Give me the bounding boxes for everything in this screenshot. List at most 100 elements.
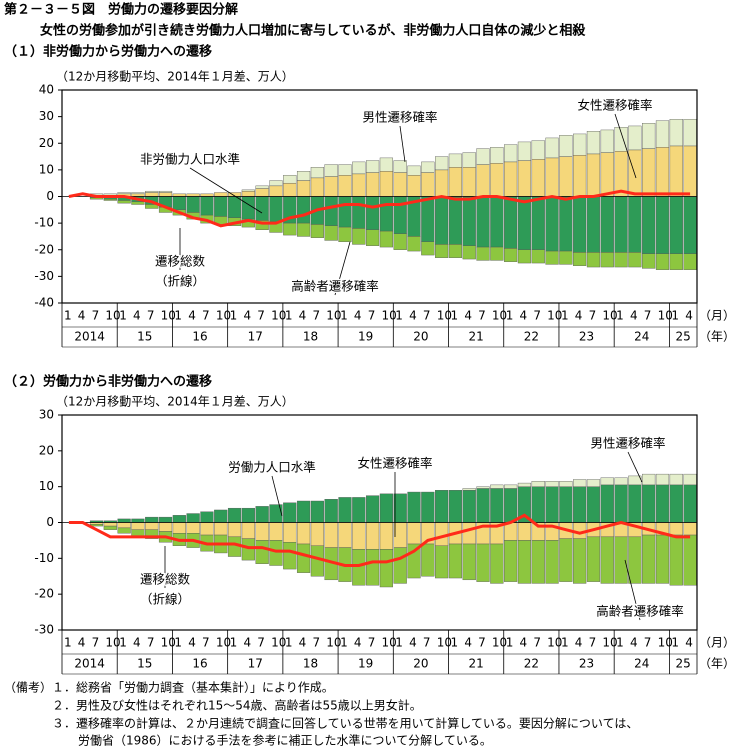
bar-segment [296, 543, 311, 573]
bar-segment [365, 172, 380, 197]
x-tick-label: 1 [174, 309, 182, 323]
bar-segment [490, 543, 504, 584]
bar-segment [683, 145, 697, 197]
notes-label: （備考） [4, 680, 52, 695]
series-annotation: 男性遷移確率 [362, 110, 437, 125]
x-tick-label: 1 [285, 636, 293, 650]
bar-segment [255, 196, 269, 221]
bar-segment [614, 484, 628, 523]
bar-segment [476, 486, 490, 489]
bar-segment [573, 155, 587, 197]
series-annotation: 女性遷移確率 [577, 98, 652, 113]
bar-segment [158, 522, 173, 532]
y-tick-label: 30 [39, 109, 54, 123]
bar-segment [476, 488, 490, 523]
x-tick-label: 1 [119, 636, 127, 650]
bar-segment [255, 522, 269, 541]
bar-segment [573, 486, 587, 523]
bar-segment [227, 196, 242, 218]
bar-segment [283, 542, 297, 570]
bar-segment [600, 484, 614, 523]
bar-segment [255, 220, 269, 230]
bar-segment [545, 157, 559, 197]
y-tick-label: 20 [39, 443, 54, 457]
x-tick-label: 7 [368, 309, 376, 323]
bar-segment [435, 244, 449, 258]
bar-segment [241, 190, 255, 197]
year-label: 21 [468, 330, 483, 344]
series-annotation: 非労働力人口水準 [140, 152, 240, 167]
year-label: 25 [676, 330, 691, 344]
bar-segment [131, 201, 145, 205]
bar-segment [669, 534, 683, 586]
x-unit: （月） [699, 636, 735, 650]
x-tick-label: 4 [133, 309, 141, 323]
bar-segment [200, 196, 214, 216]
x-tick-label: 1 [174, 636, 182, 650]
bar-segment [365, 160, 380, 173]
year-label: 19 [358, 330, 373, 344]
x-tick-label: 1 [616, 309, 624, 323]
series-annotation: 高齢者遷移確率 [291, 279, 379, 294]
x-tick-label: 1 [340, 309, 348, 323]
bar-segment [379, 522, 394, 550]
bar-segment [559, 538, 573, 582]
bar-segment [186, 513, 200, 523]
bar-segment [573, 252, 587, 266]
bar-segment [628, 149, 642, 197]
bar-segment [504, 248, 518, 262]
bar-segment [504, 144, 518, 163]
bar-segment [338, 164, 352, 176]
bar-segment [103, 522, 117, 527]
x-tick-label: 7 [644, 636, 652, 650]
year-label: 2014 [74, 657, 105, 671]
bar-segment [117, 192, 131, 195]
bar-segment [462, 245, 476, 260]
bar-segment [462, 522, 476, 545]
bar-segment [462, 543, 476, 581]
bar-segment [324, 499, 338, 523]
bar-segment [504, 488, 518, 523]
x-tick-label: 7 [257, 309, 265, 323]
y-tick-label: 10 [39, 479, 54, 493]
x-tick-label: 7 [478, 309, 486, 323]
x-tick-label: 7 [644, 309, 652, 323]
bar-segment [448, 196, 463, 245]
x-tick-label: 4 [464, 309, 472, 323]
bar-segment [158, 192, 173, 197]
bar-segment [573, 133, 587, 156]
bar-segment [407, 236, 421, 252]
bar-segment [573, 538, 587, 584]
year-unit: （年） [699, 330, 735, 344]
bar-segment [421, 172, 435, 197]
bar-segment [476, 148, 490, 165]
figure-subtitle: 女性の労働参加が引き続き労働力人口増加に寄与しているが、非労働力人口自体の減少と… [40, 23, 586, 39]
bar-segment [559, 250, 573, 265]
bar-segment [338, 174, 352, 197]
bar-segment [642, 253, 656, 269]
x-tick-label: 4 [243, 309, 251, 323]
panel-title: （１）非労働力から労働力への遷移 [4, 44, 212, 60]
bar-segment [448, 543, 463, 579]
series-annotation-note: （折線） [140, 592, 190, 607]
bar-segment [269, 540, 283, 566]
series-annotation: 遷移総数 [140, 572, 191, 587]
bar-segment [669, 145, 683, 197]
year-label: 19 [358, 657, 373, 671]
bar-segment [559, 196, 573, 252]
bar-segment [145, 190, 159, 193]
x-tick-label: 1 [451, 636, 459, 650]
bar-segment [545, 486, 559, 523]
bar-segment [352, 196, 366, 229]
year-unit: （年） [699, 657, 735, 671]
y-tick-label: 20 [39, 136, 54, 150]
bar-segment [365, 495, 380, 523]
x-tick-label: 7 [147, 636, 155, 650]
bar-segment [614, 196, 628, 253]
x-tick-label: 4 [409, 636, 417, 650]
x-tick-label: 1 [64, 636, 72, 650]
bar-segment [435, 156, 449, 171]
bar-segment [310, 224, 324, 238]
x-tick-label: 4 [575, 636, 583, 650]
